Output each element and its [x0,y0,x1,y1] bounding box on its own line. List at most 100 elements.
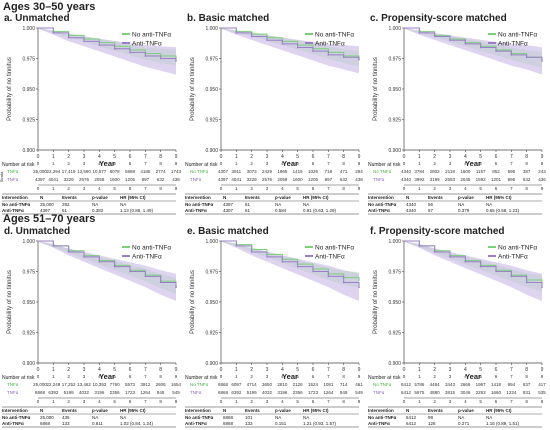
series-point [98,44,101,46]
risk-bottom-tick: 9 [175,186,178,191]
series-point [312,50,314,52]
risk-bottom-tick: 3 [266,186,269,191]
risk-cell: 1264 [323,390,334,395]
series-point [464,260,467,263]
x-tick-label: 8 [342,154,345,160]
y-tick-label: 0.950 [22,87,35,93]
risk-x-tick: 5 [113,374,116,379]
table-cell: 282 [62,202,70,207]
series-point [418,32,421,34]
table-header: Intervention [368,195,394,200]
risk-cell: 13,590 [77,169,91,174]
risk-cell: 6392 [231,390,242,395]
x-tick-label: 1 [418,367,421,373]
table-header: N [406,408,409,413]
risk-bottom-tick: 3 [266,399,269,404]
table-header: Events [62,408,77,413]
table-cell: No anti-TNFα [185,202,213,207]
table-cell: 0.151 [275,421,287,426]
risk-bottom-tick: 3 [83,186,86,191]
risk-row-label-1: TNFα [7,390,19,395]
x-tick-label: 4 [98,154,101,160]
table-header: Events [62,195,77,200]
risk-cell: 1205 [125,177,136,182]
series-point [67,36,70,39]
risk-cell: 387 [523,169,531,174]
risk-bottom-tick: 0 [403,399,406,404]
risk-cell: 1026 [308,169,319,174]
series-point [83,40,85,43]
y-tick-label: 0.975 [22,57,35,63]
table-header: Intervention [2,408,28,413]
y-axis-label: Probability of no tinnitus [7,270,13,334]
table-cell: No anti-TNFα [185,415,213,420]
x-tick-label: 8 [525,367,528,373]
table-cell: No anti-TNFα [368,415,396,420]
risk-x-tick: 9 [175,161,178,166]
risk-cell: 2553 [445,177,456,182]
x-tick-label: 9 [358,367,361,373]
risk-cell: 1081 [323,382,334,387]
y-tick-label: 1.000 [388,239,401,245]
x-tick-label: 1 [52,367,55,373]
series-point [418,245,421,247]
number-at-risk-label: Number at risk [368,375,401,381]
risk-cell: 852 [492,169,500,174]
series-point [159,57,162,60]
series-point [235,245,238,247]
risk-bottom-tick: 7 [327,186,330,191]
series-point [113,265,116,268]
table-cell: NA [120,202,126,207]
table-cell: No anti-TNFα [2,415,30,420]
risk-x-tick: 2 [67,374,70,379]
table-cell: 56 [428,202,434,207]
series-point [67,251,70,253]
risk-cell: 2058 [94,177,105,182]
y-tick-label: 0.975 [22,270,35,276]
risk-cell: 1201 [491,177,502,182]
x-tick-label: 3 [449,154,452,160]
series-point [296,46,299,49]
x-tick-label: 0 [220,154,223,160]
risk-cell: 849 [340,390,348,395]
risk-x-tick: 6 [129,161,132,166]
risk-cell: 17,419 [62,169,76,174]
table-cell: 6412 [406,415,417,420]
risk-bottom-tick: 0 [37,399,40,404]
risk-bottom-tick: 8 [159,186,162,191]
chart-panel-5: f. Propensity-score matched Probability o… [368,226,546,428]
risk-cell: 2356 [293,390,304,395]
number-at-risk-label: Number at risk [2,375,35,381]
risk-row-label-0: No TNFα [190,169,209,174]
risk-cell: 4041 [231,177,242,182]
risk-cell: 1660 [491,390,502,395]
risk-bottom-tick: 9 [541,399,544,404]
risk-cell: 4032 [79,390,90,395]
series-point [281,43,284,45]
series-point [266,256,268,258]
risk-cell: 17,252 [62,382,76,387]
risk-cell: 5888 [125,169,136,174]
series-line-1 [38,27,177,61]
x-tick-label: 6 [129,367,132,373]
x-axis-label: Year [465,372,481,381]
risk-cell: 1967 [476,382,487,387]
risk-cell: 1415 [293,169,304,174]
risk-cell: 461 [355,382,363,387]
x-tick-label: 0 [403,154,406,160]
risk-bottom-tick: 8 [342,399,345,404]
series-point [479,265,482,268]
series-line-0 [221,240,360,281]
risk-cell: 2126 [293,382,304,387]
risk-x-tick: 8 [159,161,162,166]
risk-x-tick: 2 [67,161,70,166]
number-at-risk-label: Number at risk [185,375,218,381]
y-axis-label: Probability of no tinnitus [190,270,196,334]
risk-cell: 4307 [218,169,229,174]
risk-cell: 1524 [308,382,319,387]
risk-cell: 1264 [140,390,151,395]
risk-x-tick: 7 [510,374,513,379]
table-cell: NA [92,202,98,207]
table-header: p-value [92,408,108,413]
